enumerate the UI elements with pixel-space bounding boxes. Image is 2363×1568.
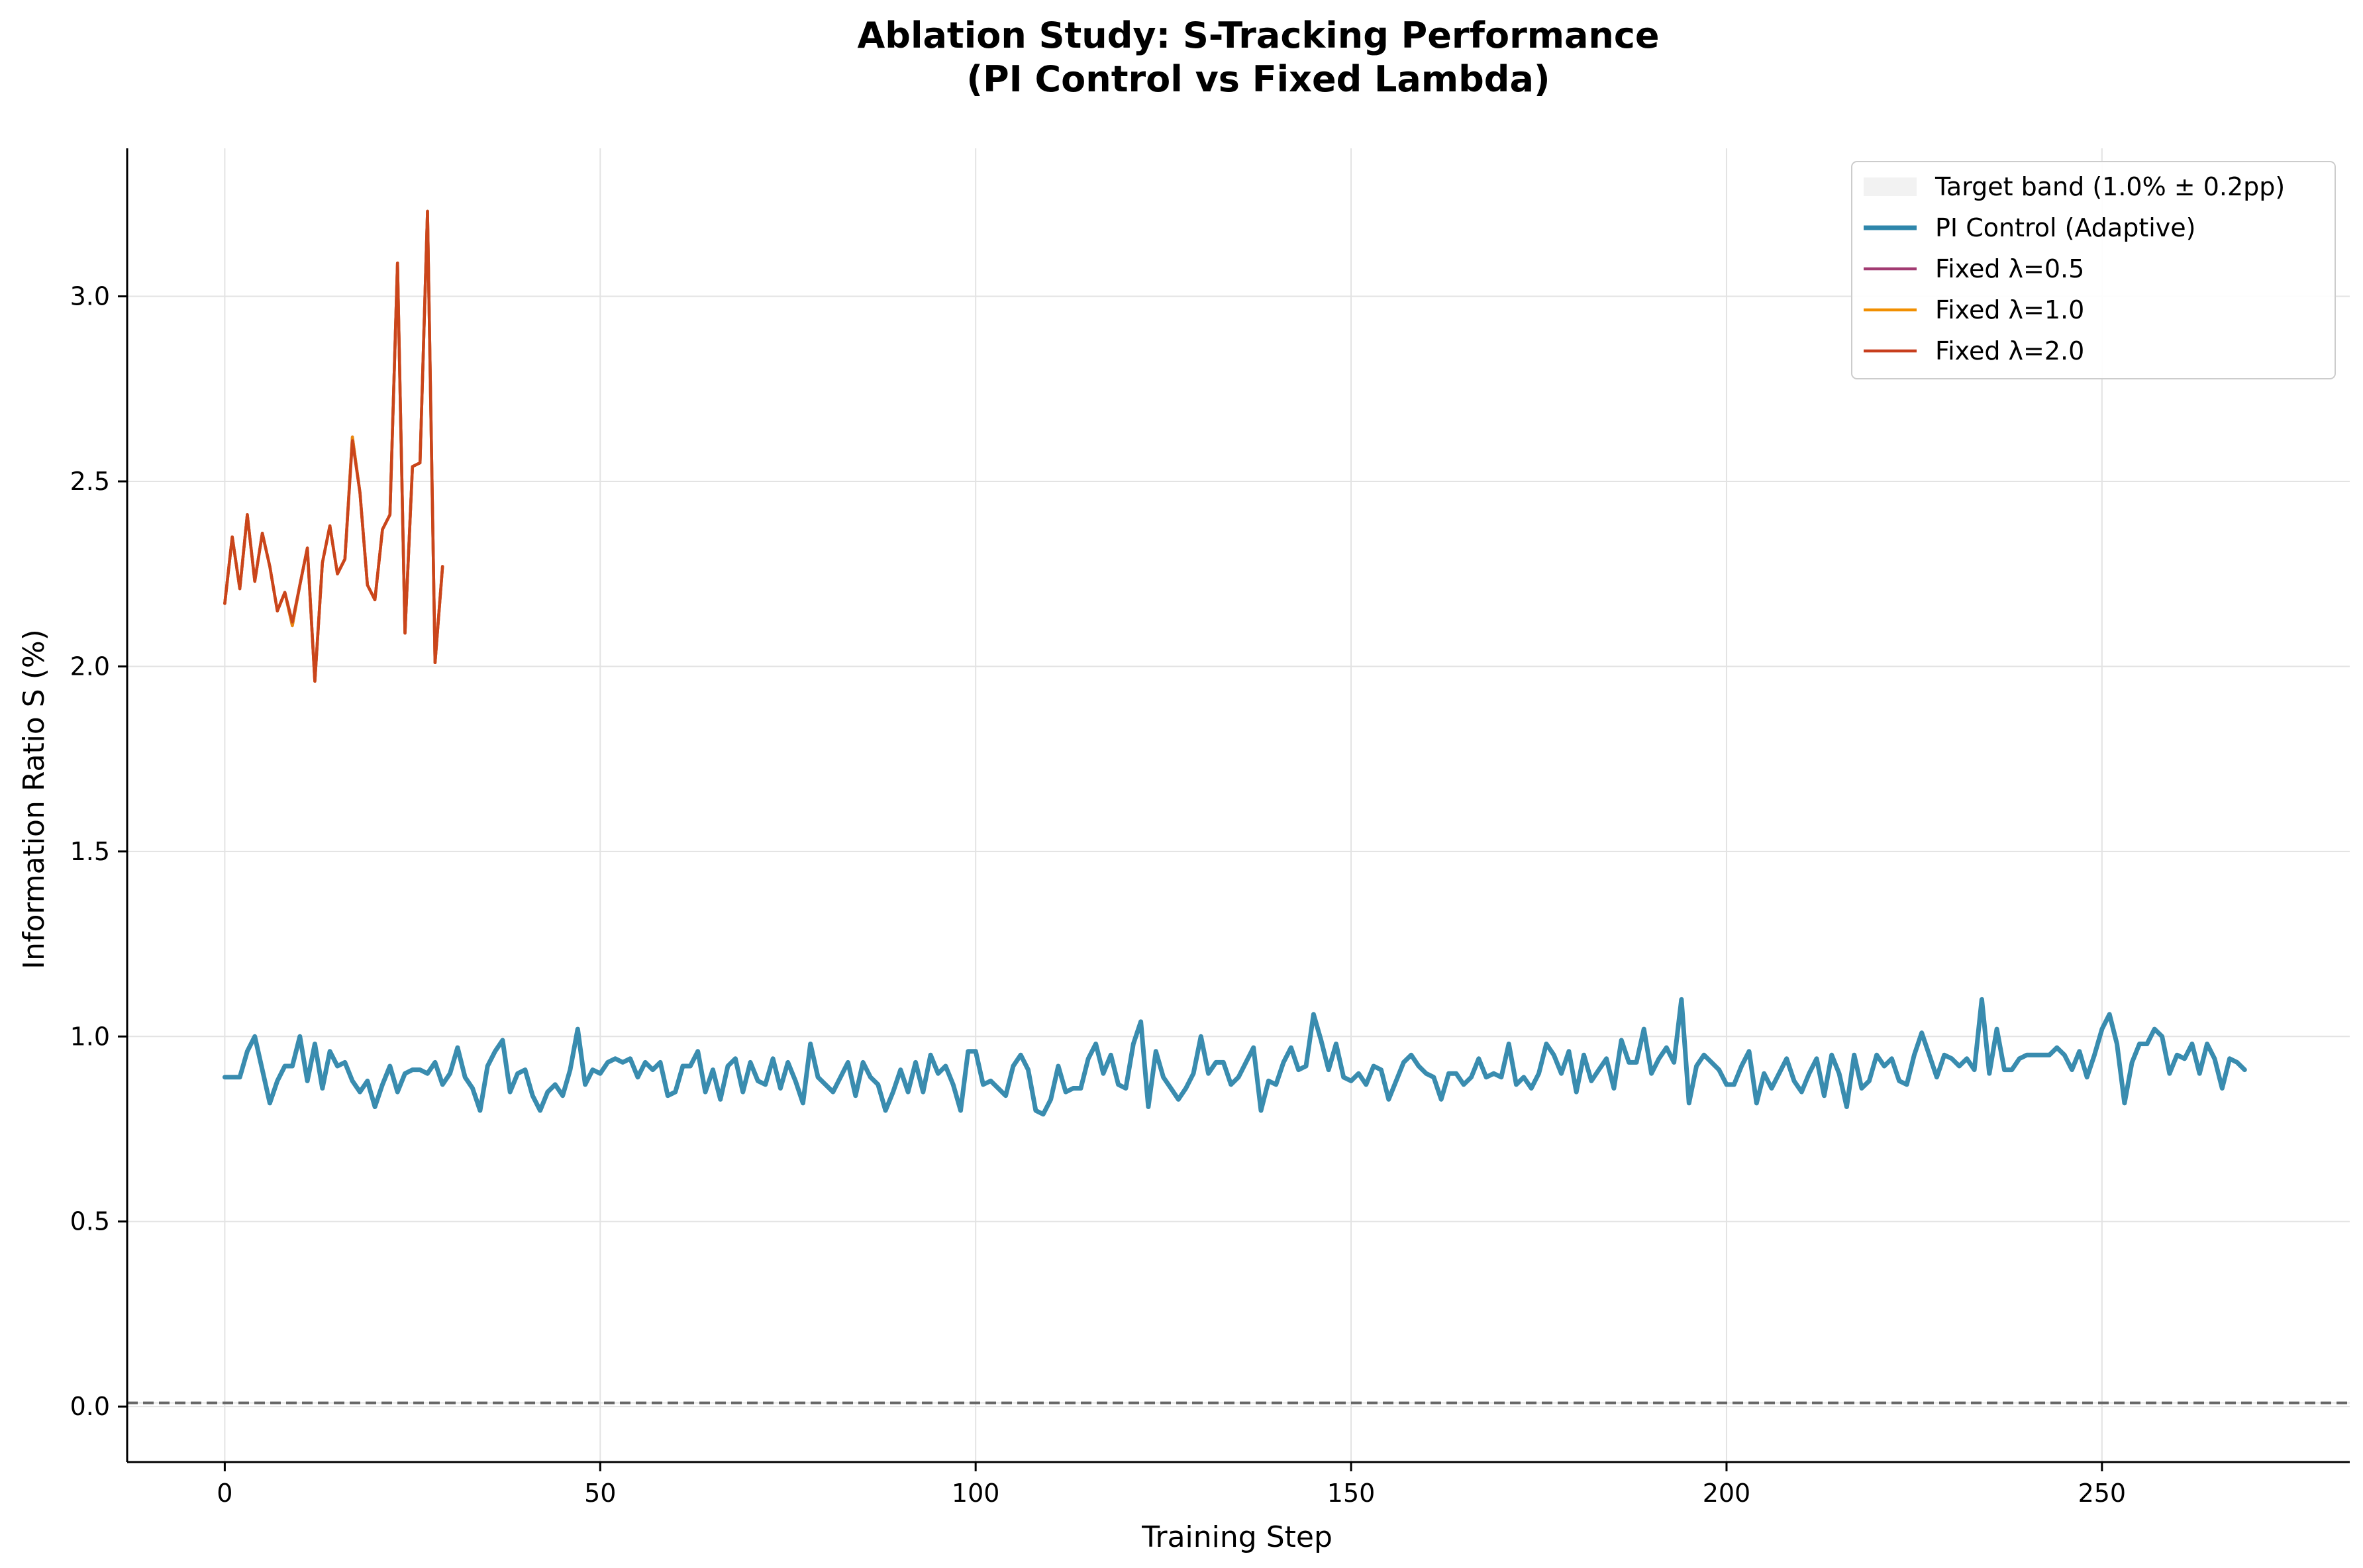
ticks: 0 50 100 150 200 250 0.0 0.5 1.0 1.5 2.0 2.5 3.0	[70, 282, 2127, 1508]
y-tick-label: 1.0	[70, 1022, 110, 1051]
series-line-3	[223, 209, 444, 683]
series-line-2	[223, 209, 444, 683]
y-tick-label: 0.5	[70, 1207, 110, 1236]
series-line-4	[223, 209, 444, 683]
x-tick-label: 150	[1327, 1479, 1376, 1508]
legend-swatch-band	[1864, 177, 1917, 196]
x-axis-label: Training Step	[1141, 1520, 1332, 1554]
y-axis-label: Information Ratio S (%)	[17, 629, 51, 969]
legend-label-4: Fixed λ=2.0	[1935, 336, 2084, 366]
target-band-rect	[127, 1402, 2350, 1404]
legend-box	[1851, 161, 2336, 379]
axes	[126, 148, 2350, 1463]
x-tick-label: 100	[952, 1479, 1000, 1508]
y-tick-label: 0.0	[70, 1392, 110, 1421]
y-tick-label: 3.0	[70, 282, 110, 311]
x-tick-label: 200	[1703, 1479, 1751, 1508]
x-tick-label: 250	[2078, 1479, 2127, 1508]
series-group	[222, 209, 2247, 1117]
legend: Target band (1.0% ± 0.2pp) PI Control (Ad…	[1851, 161, 2336, 379]
legend-label-3: Fixed λ=1.0	[1935, 295, 2084, 324]
series-line-1	[222, 997, 2247, 1117]
y-tick-label: 1.5	[70, 837, 110, 866]
target-band	[127, 1402, 2350, 1404]
legend-label-2: Fixed λ=0.5	[1935, 254, 2084, 283]
y-tick-label: 2.5	[70, 467, 110, 496]
x-tick-label: 0	[217, 1479, 232, 1508]
chart-title-line1: Ablation Study: S-Tracking Performance	[858, 15, 1660, 56]
x-tick-label: 50	[584, 1479, 616, 1508]
legend-label-band: Target band (1.0% ± 0.2pp)	[1935, 172, 2285, 201]
chart-title-line2: (PI Control vs Fixed Lambda)	[966, 58, 1550, 100]
legend-label-1: PI Control (Adaptive)	[1935, 213, 2195, 242]
y-tick-label: 2.0	[70, 652, 110, 681]
